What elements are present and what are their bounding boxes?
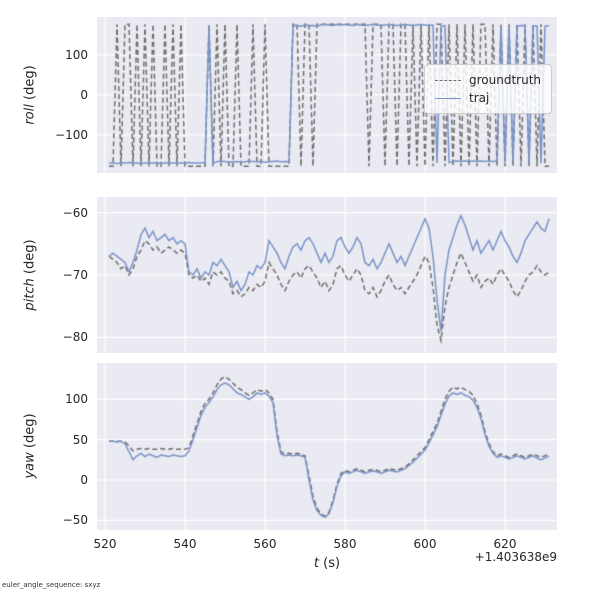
x-axis-offset-text: +1.403638e9 <box>474 550 557 564</box>
yaw-plot-canvas <box>97 363 557 530</box>
y-tick-label: −80 <box>62 330 88 345</box>
footer-note: euler_angle_sequence: sxyz <box>2 581 101 589</box>
legend-label-groundtruth: groundtruth <box>469 73 542 87</box>
legend-label-traj: traj <box>469 91 490 105</box>
legend: groundtruth traj <box>424 64 553 114</box>
x-axis-label: t (s) <box>314 556 340 571</box>
x-tick-label: 540 <box>173 537 197 551</box>
x-tick-label: 580 <box>333 537 357 551</box>
y-tick-label: −70 <box>62 268 88 282</box>
pitch-plot-canvas <box>97 197 557 353</box>
y-tick-label: −100 <box>55 128 88 142</box>
legend-item-traj: traj <box>435 89 541 107</box>
y-tick-label: 50 <box>72 432 88 447</box>
y-tick-label: 100 <box>65 392 88 407</box>
legend-item-groundtruth: groundtruth <box>435 71 541 89</box>
pitch-axis-label-word: pitch <box>22 278 38 311</box>
roll-axis-label-word: roll <box>22 104 38 125</box>
x-tick-label: 620 <box>493 537 517 551</box>
pitch-subplot <box>97 197 557 353</box>
yaw-subplot <box>97 363 557 530</box>
x-axis-label-unit: (s) <box>323 556 341 571</box>
x-axis-label-word: t <box>313 556 320 571</box>
x-tick-label: 520 <box>93 537 117 551</box>
y-tick-label: 100 <box>65 48 88 62</box>
traj-line-sample-icon <box>435 97 461 99</box>
y-tick-label: 0 <box>80 472 88 487</box>
y-tick-label: −60 <box>62 205 88 220</box>
groundtruth-line-sample-icon <box>435 79 461 81</box>
x-tick-label: 560 <box>253 537 277 551</box>
x-tick-label: 600 <box>413 537 437 551</box>
y-tick-label: −50 <box>62 513 88 528</box>
y-tick-label: 0 <box>80 88 88 102</box>
